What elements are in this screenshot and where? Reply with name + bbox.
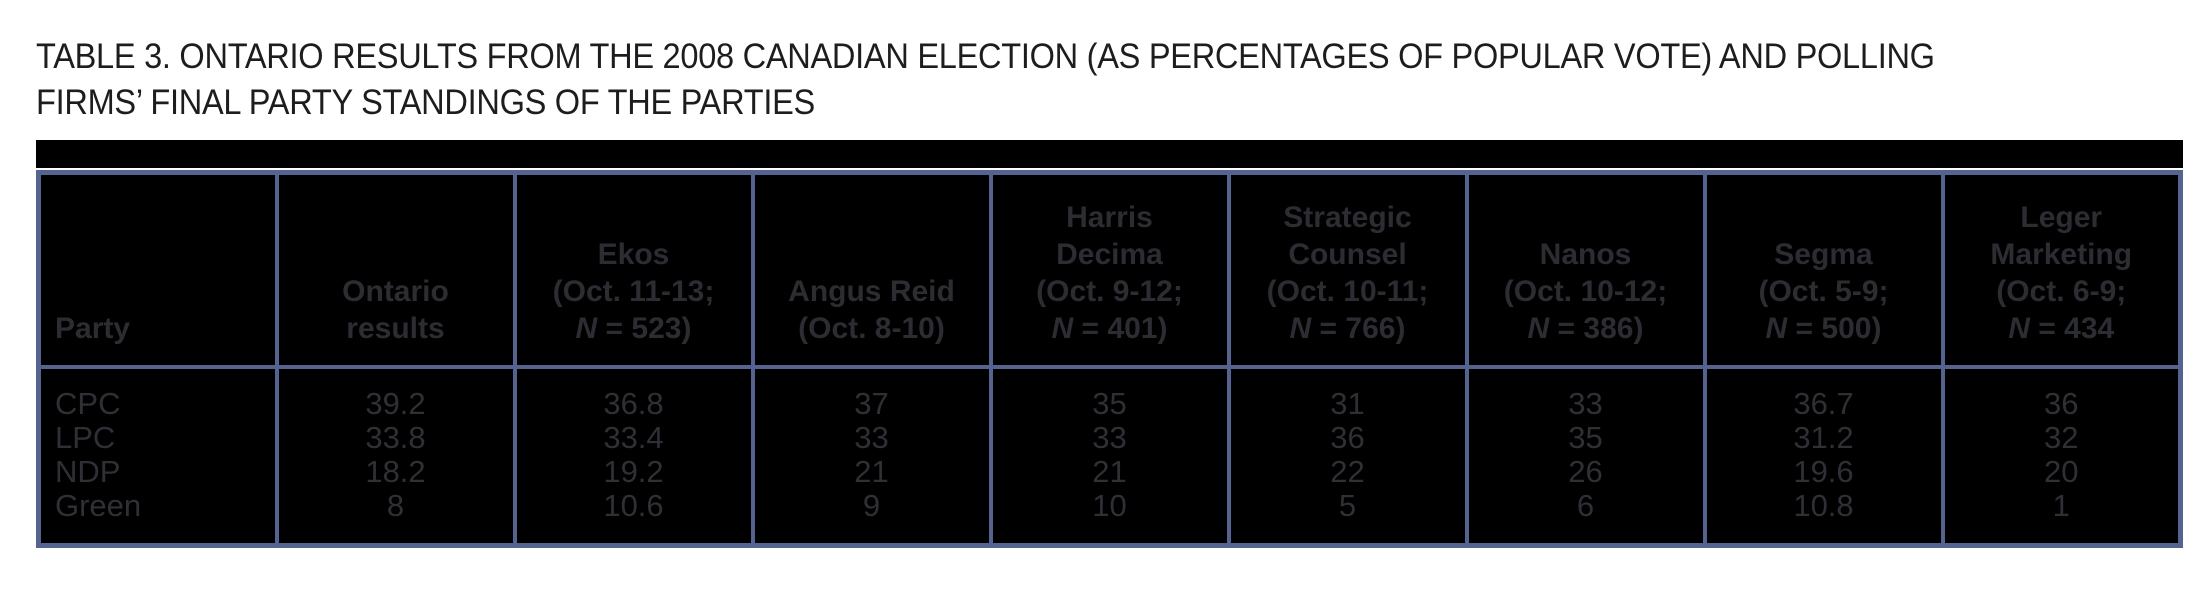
value-cell: 32 bbox=[1940, 421, 2183, 455]
value-cell: 21 bbox=[988, 455, 1231, 489]
value-cell: 31 bbox=[1226, 367, 1469, 421]
sample-size-line: N = 434 bbox=[2008, 312, 2115, 345]
value-cell: 21 bbox=[750, 455, 993, 489]
col-header-ekos: Ekos (Oct. 11-13; N = 523) bbox=[512, 172, 755, 369]
table-caption-line-1: TABLE 3. ONTARIO RESULTS FROM THE 2008 C… bbox=[36, 37, 1935, 76]
value-cell: 36 bbox=[1226, 421, 1469, 455]
party-cell: Green bbox=[36, 489, 279, 546]
value-cell: 39.2 bbox=[274, 367, 517, 421]
sample-size-line: N = 766) bbox=[1289, 312, 1406, 345]
value-cell: 36.7 bbox=[1702, 367, 1945, 421]
value-cell: 33 bbox=[750, 421, 993, 455]
value-cell: 6 bbox=[1464, 489, 1707, 546]
table-caption-line-2: FIRMS’ FINAL PARTY STANDINGS OF THE PART… bbox=[36, 83, 815, 122]
value-cell: 33.4 bbox=[512, 421, 755, 455]
col-header-nanos: Nanos (Oct. 10-12; N = 386) bbox=[1464, 172, 1707, 369]
value-cell: 19.6 bbox=[1702, 455, 1945, 489]
value-cell: 33.8 bbox=[274, 421, 517, 455]
col-header-segma: Segma (Oct. 5-9; N = 500) bbox=[1702, 172, 1945, 369]
sample-size-line: N = 401) bbox=[1051, 312, 1168, 345]
table-caption: TABLE 3. ONTARIO RESULTS FROM THE 2008 C… bbox=[36, 34, 2055, 126]
col-header-harris-decima: Harris Decima (Oct. 9-12; N = 401) bbox=[988, 172, 1231, 369]
value-cell: 1 bbox=[1940, 489, 2183, 546]
value-cell: 10.6 bbox=[512, 489, 755, 546]
table-row-green: Green 8 10.6 9 10 5 6 10.8 1 bbox=[36, 489, 2183, 546]
table-top-rule bbox=[36, 140, 2183, 168]
value-cell: 8 bbox=[274, 489, 517, 546]
value-cell: 37 bbox=[750, 367, 993, 421]
value-cell: 35 bbox=[988, 367, 1231, 421]
value-cell: 35 bbox=[1464, 421, 1707, 455]
col-header-leger-marketing: Leger Marketing (Oct. 6-9; N = 434 bbox=[1940, 172, 2183, 369]
sample-size-line: N = 500) bbox=[1765, 312, 1882, 345]
value-cell: 10.8 bbox=[1702, 489, 1945, 546]
party-cell: LPC bbox=[36, 421, 279, 455]
sample-size-line: N = 523) bbox=[575, 312, 692, 345]
value-cell: 5 bbox=[1226, 489, 1469, 546]
table-row-lpc: LPC 33.8 33.4 33 33 36 35 31.2 32 bbox=[36, 421, 2183, 455]
value-cell: 9 bbox=[750, 489, 993, 546]
col-header-party: Party bbox=[36, 172, 279, 369]
table-row-cpc: CPC 39.2 36.8 37 35 31 33 36.7 36 bbox=[36, 367, 2183, 421]
value-cell: 33 bbox=[1464, 367, 1707, 421]
party-cell: CPC bbox=[36, 367, 279, 421]
value-cell: 18.2 bbox=[274, 455, 517, 489]
header-row: Party Ontario results Ekos (Oct. 11-13; … bbox=[36, 172, 2183, 369]
sample-size-line: N = 386) bbox=[1527, 312, 1644, 345]
party-cell: NDP bbox=[36, 455, 279, 489]
polling-results-table: Party Ontario results Ekos (Oct. 11-13; … bbox=[36, 170, 2183, 548]
value-cell: 22 bbox=[1226, 455, 1469, 489]
value-cell: 19.2 bbox=[512, 455, 755, 489]
col-header-strategic-counsel: Strategic Counsel (Oct. 10-11; N = 766) bbox=[1226, 172, 1469, 369]
value-cell: 10 bbox=[988, 489, 1231, 546]
value-cell: 36.8 bbox=[512, 367, 755, 421]
col-header-angus-reid: Angus Reid (Oct. 8-10) bbox=[750, 172, 993, 369]
value-cell: 36 bbox=[1940, 367, 2183, 421]
table-row-ndp: NDP 18.2 19.2 21 21 22 26 19.6 20 bbox=[36, 455, 2183, 489]
col-header-ontario-results: Ontario results bbox=[274, 172, 517, 369]
value-cell: 33 bbox=[988, 421, 1231, 455]
value-cell: 26 bbox=[1464, 455, 1707, 489]
value-cell: 31.2 bbox=[1702, 421, 1945, 455]
value-cell: 20 bbox=[1940, 455, 2183, 489]
